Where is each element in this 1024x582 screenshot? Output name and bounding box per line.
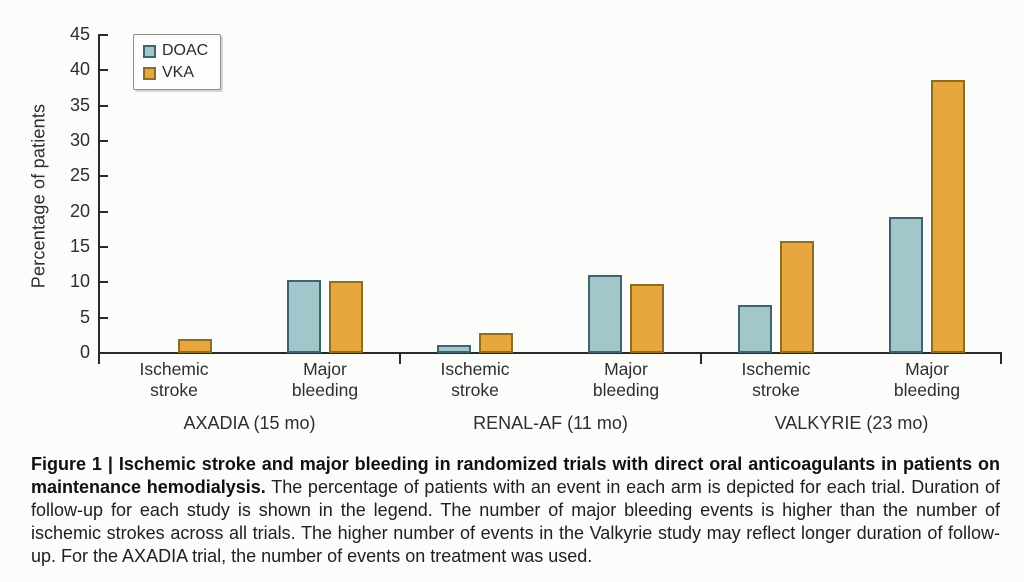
legend-item-doac: DOAC <box>143 42 208 60</box>
y-axis-line <box>98 34 100 364</box>
y-axis-tick <box>100 34 108 36</box>
y-axis-tick <box>100 175 108 178</box>
bar-doac-2-0 <box>738 305 772 353</box>
doac-swatch-icon <box>143 44 156 58</box>
y-axis-tick <box>100 281 108 284</box>
legend-label-doac: DOAC <box>162 42 209 59</box>
x-axis-line <box>98 352 1002 354</box>
y-tick-label: 35 <box>69 94 90 115</box>
group-label-0: AXADIA (15 mo) <box>183 413 316 433</box>
legend: DOAC VKA <box>133 34 222 90</box>
bar-doac-1-0 <box>437 345 471 353</box>
category-label: Ischemic stroke <box>139 359 209 400</box>
plot-area: 0 5 10 15 20 25 30 35 40 45 Ischemic stroke Major b… <box>69 24 1002 433</box>
x-axis-group-tick <box>700 353 702 364</box>
y-tick-label: 40 <box>69 59 90 80</box>
y-axis-tick <box>100 104 108 107</box>
y-tick-label: 0 <box>79 342 90 362</box>
category-label: Major bleeding <box>893 359 961 400</box>
y-tick-label: 20 <box>69 200 90 221</box>
bar-vka-2-1 <box>931 80 965 353</box>
category-label: Major bleeding <box>291 359 359 400</box>
y-axis-tick <box>100 69 108 72</box>
legend-label-vka: VKA <box>162 64 195 81</box>
figure-caption: Figure 1 | Ischemic stroke and major ble… <box>31 453 1000 568</box>
category-label: Ischemic stroke <box>741 359 811 400</box>
x-axis-group-tick <box>399 353 401 364</box>
vka-swatch-icon <box>143 66 156 80</box>
legend-item-vka: VKA <box>143 64 208 82</box>
caption-body-text: The percentage of patients with an event… <box>31 477 1000 566</box>
y-tick-label: 25 <box>69 165 90 186</box>
y-tick-label: 10 <box>69 271 90 292</box>
y-tick-label: 5 <box>79 306 90 327</box>
caption-bold-text: Figure 1 | Ischemic stroke and major ble… <box>31 454 1000 497</box>
bar-doac-1-1 <box>588 275 622 353</box>
bar-vka-1-1 <box>630 284 664 353</box>
y-axis-tick <box>100 210 108 213</box>
y-axis-tick <box>100 246 108 248</box>
bar-vka-0-1 <box>329 281 363 353</box>
bar-doac-0-1 <box>287 280 321 353</box>
y-tick-label: 15 <box>69 236 90 256</box>
bar-vka-0-0 <box>178 339 212 353</box>
y-tick-label: 45 <box>69 24 90 44</box>
x-axis-group-tick <box>1000 353 1002 364</box>
y-axis-tick <box>100 316 108 319</box>
bar-doac-2-1 <box>889 217 923 353</box>
group-label-2: VALKYRIE (23 mo) <box>774 413 929 433</box>
y-axis-tick <box>100 140 108 142</box>
bar-vka-1-0 <box>479 333 513 353</box>
category-label: Ischemic stroke <box>440 359 510 400</box>
group-label-1: RENAL-AF (11 mo) <box>473 413 628 433</box>
bar-vka-2-0 <box>780 241 814 353</box>
category-label: Major bleeding <box>592 359 660 400</box>
y-tick-label: 30 <box>69 130 90 150</box>
